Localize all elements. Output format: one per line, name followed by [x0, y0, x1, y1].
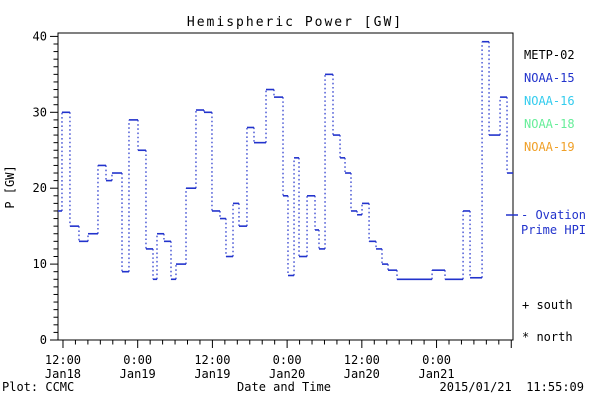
y-tick-label: 40 [33, 29, 47, 43]
legend-noaa-19: NOAA-19 [524, 140, 575, 154]
x-tick-time-label: 0:00 [422, 353, 451, 367]
x-tick-date-label: Jan18 [45, 367, 81, 381]
hpi-step-curve [58, 40, 513, 281]
south-marker-label: + south [522, 298, 573, 312]
x-tick-time-label: 12:00 [194, 353, 230, 367]
x-tick-date-label: Jan20 [344, 367, 380, 381]
x-tick-time-label: 0:00 [273, 353, 302, 367]
ovation-legend: - Ovation Prime HPI [506, 208, 586, 237]
plot-timestamp: 2015/01/21 11:55:09 [440, 380, 585, 394]
x-tick-date-label: Jan19 [120, 367, 156, 381]
x-tick-date-label: Jan20 [269, 367, 305, 381]
x-tick-time-label: 12:00 [45, 353, 81, 367]
y-axis-label: P [GW] [3, 165, 17, 208]
x-tick-time-label: 12:00 [344, 353, 380, 367]
plot-box [57, 32, 514, 341]
x-tick-date-label: Jan19 [194, 367, 230, 381]
y-tick-label: 30 [33, 105, 47, 119]
legend-noaa-16: NOAA-16 [524, 94, 575, 108]
y-tick-label: 20 [33, 181, 47, 195]
chart-title: Hemispheric Power [GW] [187, 15, 403, 30]
ovation-legend-line2: Prime HPI [521, 223, 586, 237]
legend-metp-02: METP-02 [524, 48, 575, 62]
satellite-legend: METP-02 NOAA-15 NOAA-16 NOAA-18 NOAA-19 [524, 48, 575, 154]
y-tick-label: 0 [40, 333, 47, 347]
x-tick-time-label: 0:00 [123, 353, 152, 367]
y-tick-label: 10 [33, 257, 47, 271]
north-marker-label: * north [522, 330, 573, 344]
plot-credit: Plot: CCMC [2, 380, 74, 394]
x-tick-date-label: Jan21 [418, 367, 454, 381]
hemisphere-marker-legend: + south * north [522, 298, 573, 344]
legend-noaa-18: NOAA-18 [524, 117, 575, 131]
x-axis-label: Date and Time [237, 380, 331, 394]
ovation-legend-line1: - Ovation [521, 208, 586, 222]
legend-noaa-15: NOAA-15 [524, 71, 575, 85]
axes-layer: 01020304012:00Jan180:00Jan1912:00Jan190:… [33, 29, 514, 381]
